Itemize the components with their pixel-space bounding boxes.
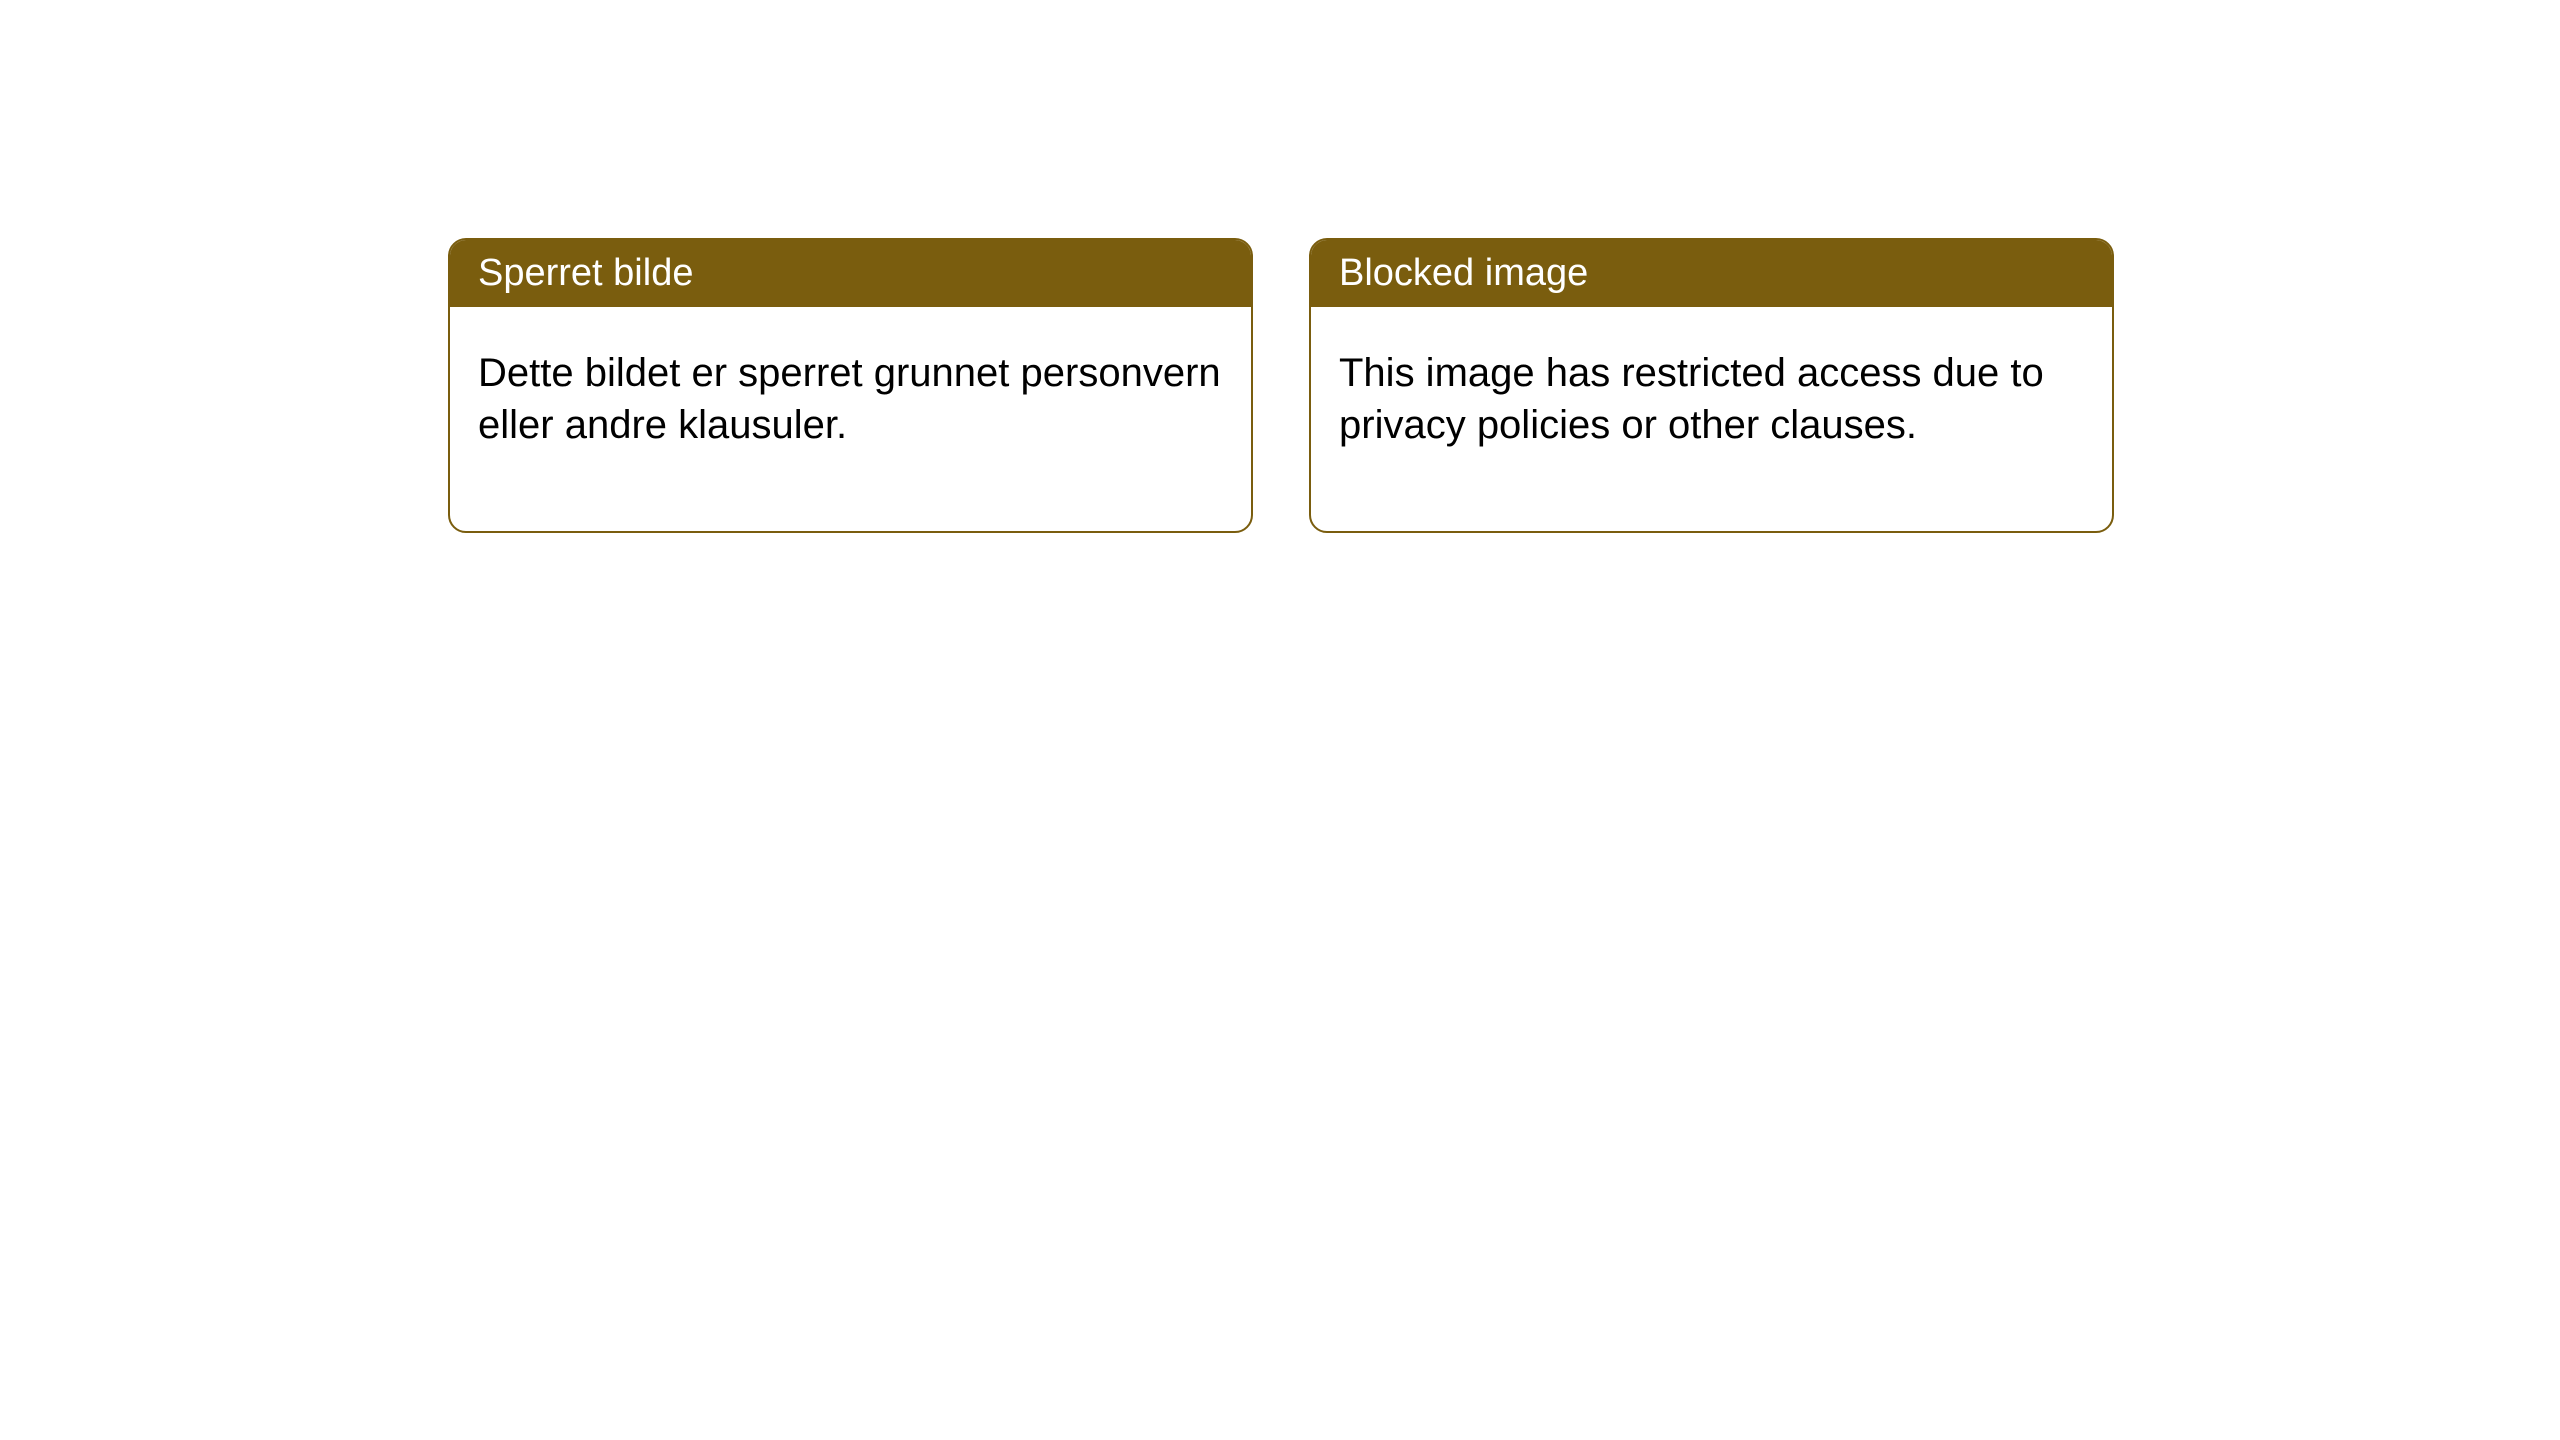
- notice-card-row: Sperret bilde Dette bildet er sperret gr…: [0, 0, 2560, 533]
- notice-card-norwegian: Sperret bilde Dette bildet er sperret gr…: [448, 238, 1253, 533]
- notice-card-english: Blocked image This image has restricted …: [1309, 238, 2114, 533]
- notice-card-header: Sperret bilde: [450, 240, 1251, 307]
- notice-card-header: Blocked image: [1311, 240, 2112, 307]
- notice-card-body: This image has restricted access due to …: [1311, 307, 2112, 531]
- notice-card-body: Dette bildet er sperret grunnet personve…: [450, 307, 1251, 531]
